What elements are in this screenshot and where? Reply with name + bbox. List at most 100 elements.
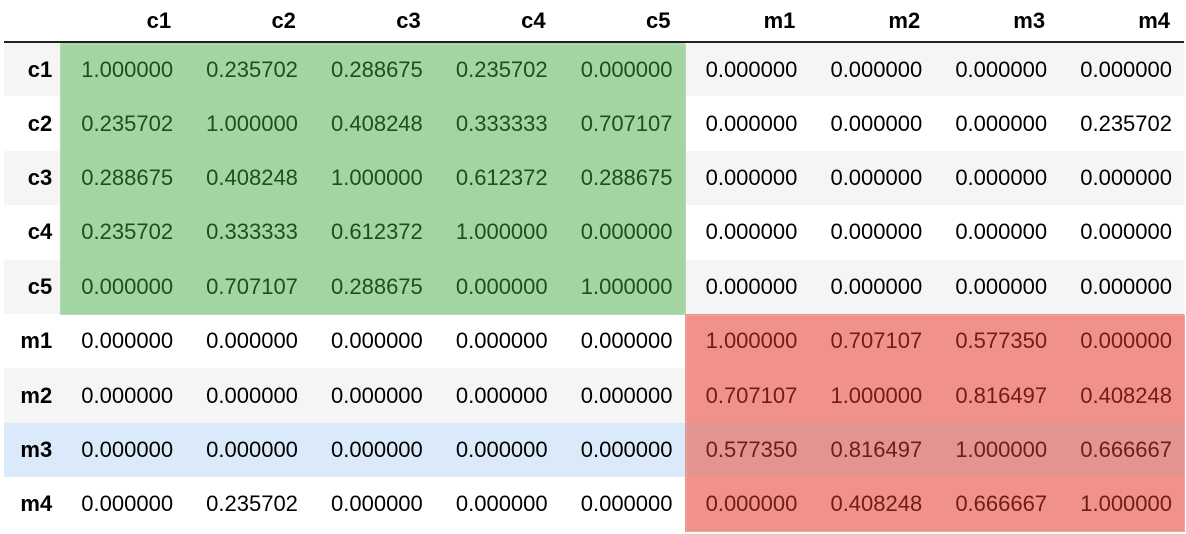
table-cell: 0.408248 <box>809 477 935 532</box>
column-header: c4 <box>434 0 560 43</box>
table-row: m1 0.000000 0.000000 0.000000 0.000000 0… <box>4 313 1184 369</box>
table-cell: 0.000000 <box>830 219 923 245</box>
table-cell: 0.000000 <box>955 273 1048 299</box>
table-cell: 0.000000 <box>1080 273 1172 299</box>
row-header: c2 <box>27 110 53 136</box>
table-cell: 0.000000 <box>81 382 174 408</box>
table-cell: 0.408248 <box>1059 368 1184 423</box>
row-header: c3 <box>27 164 53 190</box>
table-cell: 1.000000 <box>309 150 435 206</box>
table-cell: 0.707107 <box>559 96 685 151</box>
table-row-hovered: m3 0.000000 0.000000 0.000000 0.000000 0… <box>4 422 1184 478</box>
table-cell: 0.235702 <box>1080 110 1172 136</box>
table-cell: 0.288675 <box>309 259 435 314</box>
table-cell: 0.000000 <box>955 110 1048 136</box>
table-cell: 1.000000 <box>684 313 810 369</box>
table-cell: 0.612372 <box>309 205 435 260</box>
column-header: m3 <box>934 0 1060 43</box>
table-cell: 0.000000 <box>206 382 298 408</box>
table-cell: 0.000000 <box>206 328 298 354</box>
table-cell: 0.816497 <box>934 368 1060 423</box>
row-header: m1 <box>20 328 53 354</box>
table-cell: 0.000000 <box>830 56 923 82</box>
table-cell: 0.288675 <box>559 150 685 206</box>
table-cell: 0.707107 <box>185 259 310 314</box>
column-header: c1 <box>60 0 186 43</box>
table-cell: 0.000000 <box>81 491 174 517</box>
table-row: c3 0.288675 0.408248 1.000000 0.612372 0… <box>4 150 1184 206</box>
table-cell: 0.707107 <box>684 368 810 423</box>
table-cell: 0.000000 <box>455 491 548 517</box>
table-cell: 0.000000 <box>830 273 923 299</box>
table-cell: 0.288675 <box>309 42 435 97</box>
table-cell: 0.000000 <box>331 328 423 354</box>
table-cell: 0.000000 <box>705 56 798 82</box>
table-cell: 0.577350 <box>684 422 810 478</box>
table-cell: 0.408248 <box>185 150 310 206</box>
table-cell: 0.000000 <box>955 56 1048 82</box>
corner-cell <box>4 0 61 43</box>
table-cell: 0.000000 <box>580 491 673 517</box>
column-header: m1 <box>684 0 810 43</box>
table-cell: 0.000000 <box>455 382 548 408</box>
table-cell: 0.235702 <box>206 491 298 517</box>
table-cell: 0.577350 <box>934 313 1060 369</box>
table-cell: 0.000000 <box>705 110 798 136</box>
similarity-matrix-table: c1 c2 c3 c4 c5 m1 m2 m3 m4 c1 1.000000 0… <box>4 0 1184 532</box>
table-cell: 0.000000 <box>580 328 673 354</box>
table-cell: 0.235702 <box>185 42 310 97</box>
table-cell: 0.000000 <box>81 436 174 462</box>
column-header: m4 <box>1059 0 1184 43</box>
table-cell: 0.000000 <box>559 42 685 97</box>
table-cell: 0.666667 <box>1059 422 1184 478</box>
table-cell: 0.000000 <box>331 436 423 462</box>
table-cell: 0.000000 <box>206 436 298 462</box>
row-header: c5 <box>27 273 53 299</box>
table-cell: 0.333333 <box>185 205 310 260</box>
table-row: c5 0.000000 0.707107 0.288675 0.000000 1… <box>4 259 1184 314</box>
table-cell: 0.000000 <box>705 273 798 299</box>
table-cell: 0.000000 <box>434 259 560 314</box>
table-cell: 0.000000 <box>580 436 673 462</box>
table-cell: 0.000000 <box>331 491 423 517</box>
table-row: c4 0.235702 0.333333 0.612372 1.000000 0… <box>4 205 1184 260</box>
table-row: m2 0.000000 0.000000 0.000000 0.000000 0… <box>4 368 1184 423</box>
table-cell: 0.000000 <box>1080 219 1172 245</box>
table-cell: 0.000000 <box>60 259 186 314</box>
table-cell: 0.408248 <box>309 96 435 151</box>
row-header: m4 <box>20 491 53 517</box>
table-cell: 0.000000 <box>705 219 798 245</box>
table-row: c1 1.000000 0.235702 0.288675 0.235702 0… <box>4 42 1184 97</box>
table-cell: 1.000000 <box>185 96 310 151</box>
table-cell: 0.000000 <box>455 436 548 462</box>
column-header: c2 <box>185 0 310 43</box>
table-row: c2 0.235702 1.000000 0.408248 0.333333 0… <box>4 96 1184 151</box>
table-cell: 0.235702 <box>60 96 186 151</box>
table-cell: 0.666667 <box>934 477 1060 532</box>
table-cell: 0.000000 <box>830 110 923 136</box>
table-cell: 0.000000 <box>830 164 923 190</box>
table-cell: 1.000000 <box>809 368 935 423</box>
table-cell: 0.000000 <box>955 164 1048 190</box>
row-header: c4 <box>27 219 53 245</box>
table-cell: 0.000000 <box>955 219 1048 245</box>
row-header: m2 <box>20 382 53 408</box>
table-cell: 1.000000 <box>934 422 1060 478</box>
header-row: c1 c2 c3 c4 c5 m1 m2 m3 m4 <box>4 0 1184 43</box>
table-cell: 0.000000 <box>705 164 798 190</box>
table-cell: 0.288675 <box>60 150 186 206</box>
table-cell: 0.000000 <box>1059 313 1184 369</box>
table-row: m4 0.000000 0.235702 0.000000 0.000000 0… <box>4 477 1184 532</box>
table-cell: 0.000000 <box>1080 164 1172 190</box>
table-cell: 0.000000 <box>455 328 548 354</box>
table-cell: 0.000000 <box>580 382 673 408</box>
table-cell: 1.000000 <box>1059 477 1184 532</box>
row-header: m3 <box>20 436 53 462</box>
table-cell: 1.000000 <box>559 259 685 314</box>
column-header: c3 <box>309 0 435 43</box>
table-cell: 0.000000 <box>684 477 810 532</box>
row-header: c1 <box>27 56 53 82</box>
table-cell: 0.235702 <box>60 205 186 260</box>
similarity-matrix-container: c1 c2 c3 c4 c5 m1 m2 m3 m4 c1 1.000000 0… <box>4 0 1184 532</box>
table-cell: 0.000000 <box>1080 56 1172 82</box>
